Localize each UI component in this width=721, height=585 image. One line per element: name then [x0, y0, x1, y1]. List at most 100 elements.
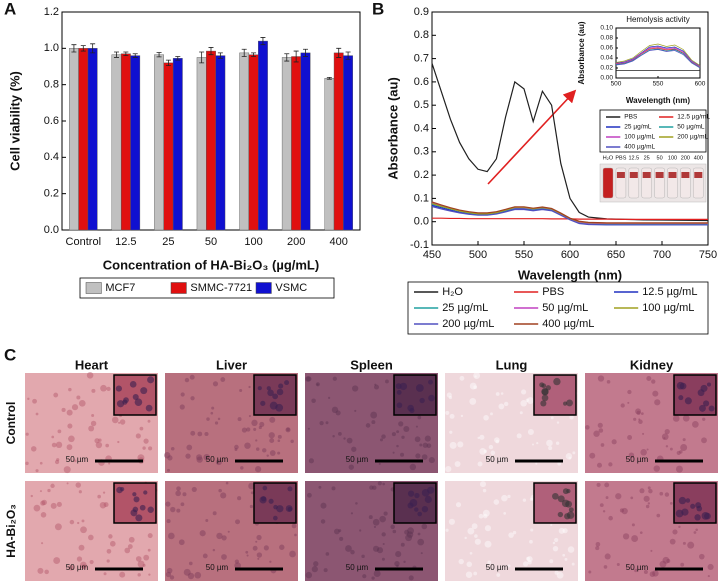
tissue-texture: [184, 377, 190, 383]
inset-texture: [414, 507, 419, 512]
error-bar: [345, 51, 351, 60]
tissue-texture: [279, 544, 285, 550]
tissue-texture: [526, 397, 534, 405]
tissue-texture: [400, 452, 405, 457]
tissue-texture: [631, 535, 639, 542]
tissue-texture: [315, 382, 320, 387]
bar: [300, 52, 311, 231]
bar: [78, 48, 89, 231]
tissue-texture: [484, 540, 492, 548]
tissue-texture: [345, 545, 352, 552]
tissue-texture: [422, 442, 428, 448]
tissue-texture: [66, 444, 73, 451]
tissue-texture: [81, 564, 87, 570]
tissue-texture: [550, 523, 553, 527]
tissue-texture: [394, 561, 400, 567]
inset-texture: [116, 400, 125, 408]
legend-label: 25 µg/mL: [624, 124, 652, 131]
tissue-texture: [190, 430, 196, 436]
tissue-texture: [604, 553, 611, 560]
tissue-texture: [305, 376, 311, 382]
inset-texture: [143, 490, 148, 495]
tissue-texture: [234, 448, 238, 452]
tissue-texture: [377, 481, 382, 486]
tissue-texture: [262, 448, 267, 453]
vial-sediment: [668, 172, 677, 178]
inset-texture: [147, 376, 155, 384]
tissue-texture: [661, 433, 669, 441]
tissue-texture: [182, 492, 187, 497]
x-tick-label: Control: [66, 236, 101, 248]
inset-texture: [396, 402, 403, 409]
vial-label: 400: [694, 155, 703, 161]
tissue-texture: [676, 450, 681, 455]
y-tick-label: 0.02: [600, 65, 613, 72]
tissue-texture: [474, 534, 478, 538]
tissue-texture: [250, 491, 254, 495]
tissue-texture: [448, 518, 455, 525]
tissue-texture: [88, 534, 94, 541]
tissue-texture: [596, 462, 603, 468]
panel-label: A: [4, 0, 16, 18]
tissue-texture: [53, 392, 59, 398]
tissue-texture: [33, 504, 41, 512]
tissue-texture: [459, 375, 465, 381]
tissue-texture: [75, 482, 81, 488]
tissue-texture: [407, 527, 414, 535]
inset-texture: [706, 382, 712, 387]
x-tick-label: 25: [162, 236, 174, 248]
error-bar: [217, 52, 223, 59]
tissue-texture: [370, 411, 378, 419]
error-bar: [71, 44, 77, 53]
tissue-texture: [669, 447, 673, 451]
inset-texture: [545, 385, 551, 391]
tissue-texture: [652, 570, 659, 577]
tissue-texture: [137, 573, 141, 577]
tissue-texture: [286, 427, 290, 432]
tissue-texture: [253, 427, 257, 431]
tissue-texture: [61, 407, 66, 413]
error-bar: [284, 53, 290, 62]
tissue-texture: [565, 453, 573, 460]
x-tick-label: 400: [330, 236, 348, 248]
tissue-texture: [403, 425, 410, 432]
tissue-texture: [51, 442, 57, 448]
legend-label: 25 µg/mL: [442, 302, 488, 314]
tissue-texture: [554, 537, 559, 543]
tissue-texture: [105, 443, 110, 448]
y-tick-label: 0.3: [414, 146, 429, 158]
tissue-texture: [51, 435, 55, 439]
tissue-texture: [448, 395, 453, 400]
scale-bar-label: 50 µm: [626, 455, 649, 464]
tissue-texture: [620, 403, 625, 408]
tissue-texture: [640, 449, 647, 456]
tissue-texture: [248, 482, 255, 490]
tissue-texture: [479, 481, 487, 488]
tissue-texture: [589, 452, 596, 459]
inset-texture: [276, 388, 284, 396]
tissue-texture: [249, 504, 254, 509]
tissue-texture: [650, 549, 653, 552]
tissue-texture: [496, 573, 501, 577]
tissue-texture: [361, 554, 365, 559]
bar: [130, 55, 141, 231]
vial-label: PBS: [615, 155, 626, 161]
tissue-texture: [86, 372, 94, 379]
y-tick-label: 0.2: [414, 169, 429, 181]
tissue-texture: [635, 408, 642, 415]
inset-texture: [541, 394, 549, 402]
bar: [69, 48, 79, 231]
tissue-texture: [408, 575, 414, 581]
tissue-texture: [675, 465, 683, 473]
tissue-texture: [269, 560, 272, 563]
vial-sediment: [681, 172, 690, 178]
bar: [154, 54, 164, 231]
tissue-texture: [372, 545, 380, 552]
tissue-texture: [376, 547, 384, 554]
inset-texture: [276, 505, 284, 513]
tissue-texture: [256, 552, 263, 558]
tissue-texture: [170, 506, 176, 513]
tissue-texture: [460, 414, 464, 418]
tissue-texture: [595, 546, 600, 551]
tissue-texture: [313, 561, 319, 567]
